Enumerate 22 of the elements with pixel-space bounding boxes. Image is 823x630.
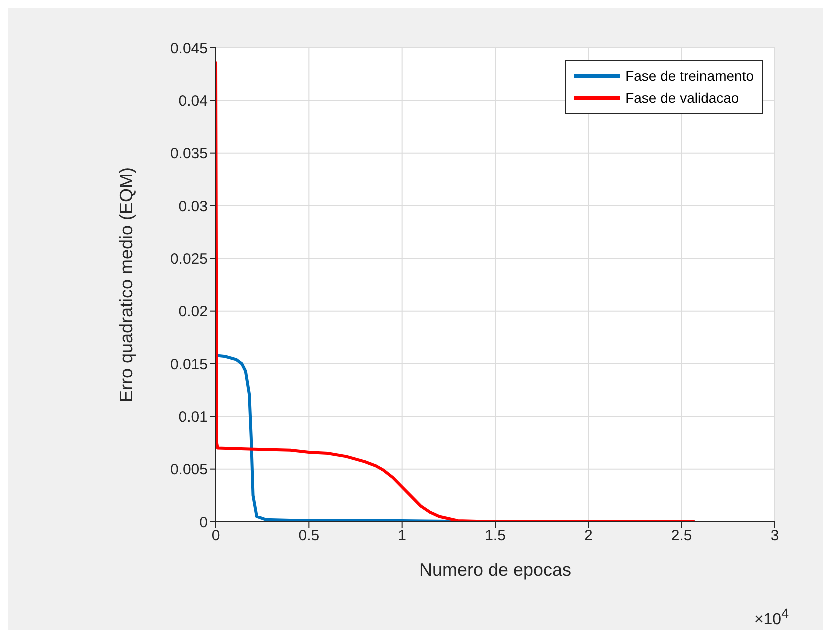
legend-label: Fase de treinamento — [626, 68, 754, 84]
y-tick-label: 0.025 — [170, 250, 208, 268]
x-tick-label: 1 — [398, 528, 407, 545]
y-tick-label: 0.02 — [178, 304, 208, 321]
y-tick-label: 0.005 — [170, 462, 208, 479]
x-tick-label: 3 — [770, 528, 780, 545]
legend-label: Fase de validacao — [626, 90, 740, 106]
x-tick-label: 2 — [584, 528, 593, 545]
y-tick-label: 0.01 — [178, 408, 208, 426]
x-axis-title: Numero de epocas — [419, 560, 572, 580]
y-tick-label: 0.045 — [170, 40, 208, 58]
y-tick-label: 0.04 — [178, 92, 208, 110]
x-tick-label: 0.5 — [298, 528, 320, 545]
y-axis-title: Erro quadratico medio (EQM) — [116, 167, 136, 403]
x-tick-label: 0 — [212, 528, 220, 545]
y-tick-label: 0 — [200, 514, 208, 532]
y-tick-label: 0.03 — [178, 198, 208, 216]
x-tick-label: 1.5 — [485, 528, 506, 545]
y-tick-label: 0.015 — [170, 356, 208, 374]
y-tick-label: 0.035 — [170, 146, 208, 163]
text: ×10$^{4}$ — [754, 606, 789, 630]
x-tick-label: 2.5 — [671, 528, 692, 545]
